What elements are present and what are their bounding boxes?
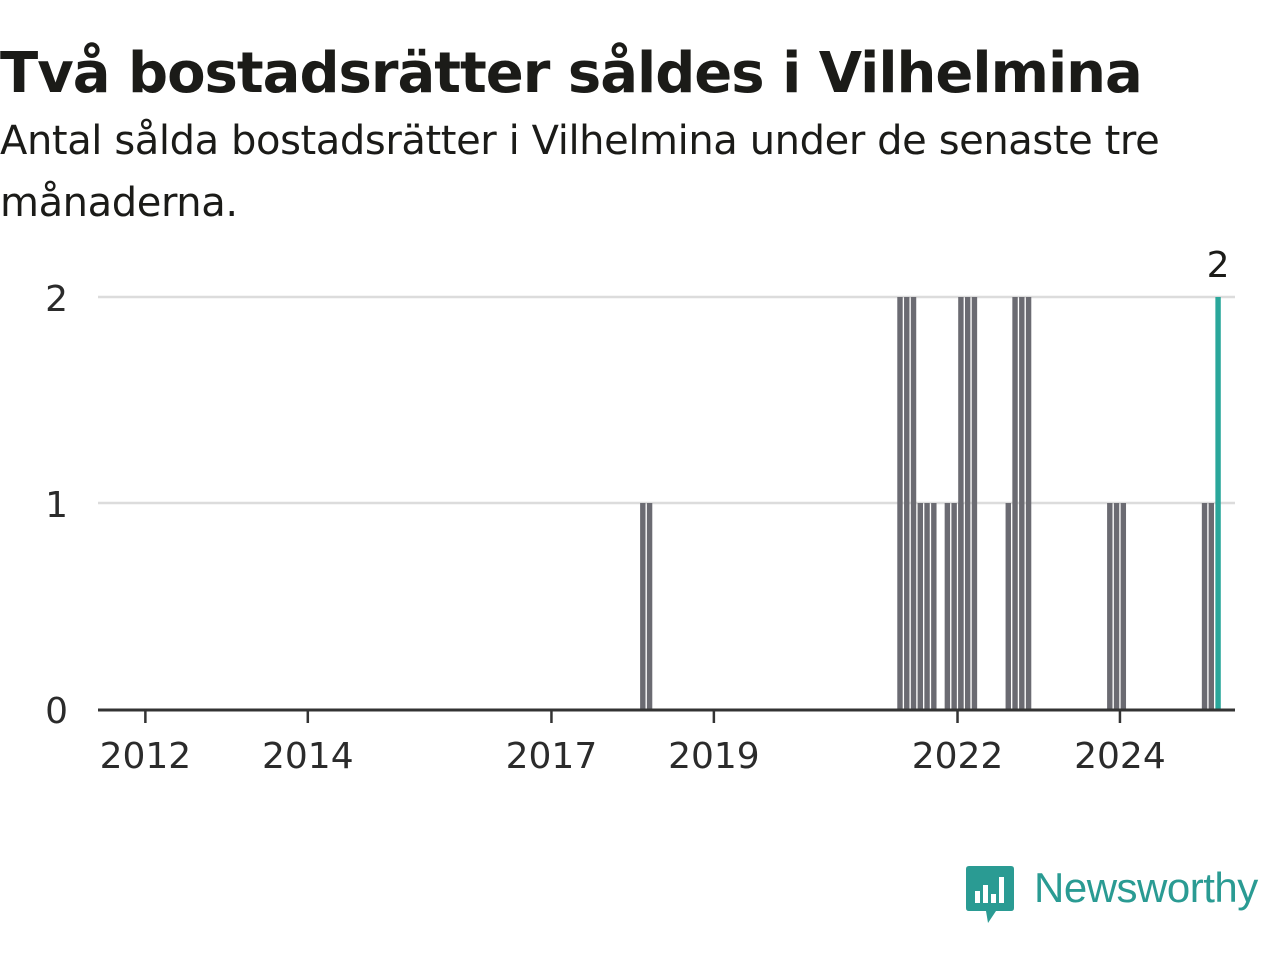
bar [904, 297, 910, 709]
bar [964, 297, 971, 709]
x-tick-label: 2024 [1074, 736, 1166, 777]
brand-name: Newsworthy [1034, 864, 1258, 911]
y-tick-label: 1 [45, 485, 68, 526]
gridlines [98, 295, 1235, 505]
bar [1215, 297, 1221, 709]
bar [1012, 297, 1018, 709]
bar [897, 297, 903, 709]
y-tick-label: 0 [45, 691, 68, 732]
annotations: 2 [1207, 245, 1230, 286]
x-tick-label: 2017 [506, 736, 598, 777]
y-tick-label: 2 [45, 279, 68, 320]
bar [958, 297, 964, 709]
y-axis-labels: 0 1 2 [45, 279, 68, 732]
bar [917, 503, 924, 709]
bar [1025, 297, 1032, 709]
chart-title: Två bostadsrätter såldes i Vilhelmina [0, 41, 1143, 106]
bar [924, 503, 930, 709]
data-label: 2 [1207, 245, 1230, 286]
chart-subtitle: Antal sålda bostadsrätter i Vilhelmina u… [0, 118, 1160, 226]
bar [1208, 503, 1215, 709]
x-tick-label: 2019 [668, 736, 760, 777]
x-tick-label: 2012 [100, 736, 192, 777]
bar [646, 503, 653, 709]
x-tick-label: 2022 [912, 736, 1004, 777]
bar [1201, 503, 1208, 709]
bar [1113, 503, 1120, 709]
newsworthy-brand: Newsworthy [964, 862, 1280, 928]
bar [971, 297, 978, 709]
bar [1107, 503, 1113, 709]
bar [951, 503, 957, 709]
bar [640, 503, 646, 709]
x-tick-label: 2014 [262, 736, 354, 777]
bar [1019, 297, 1025, 709]
bar [931, 503, 937, 709]
bars [640, 297, 1221, 709]
newsworthy-logo-icon [966, 866, 1014, 923]
bar [910, 297, 917, 709]
bar [1120, 503, 1127, 709]
x-axis: 2012 2014 2017 2019 2022 2024 [98, 708, 1235, 777]
bar [944, 503, 951, 709]
bar [1005, 503, 1011, 709]
